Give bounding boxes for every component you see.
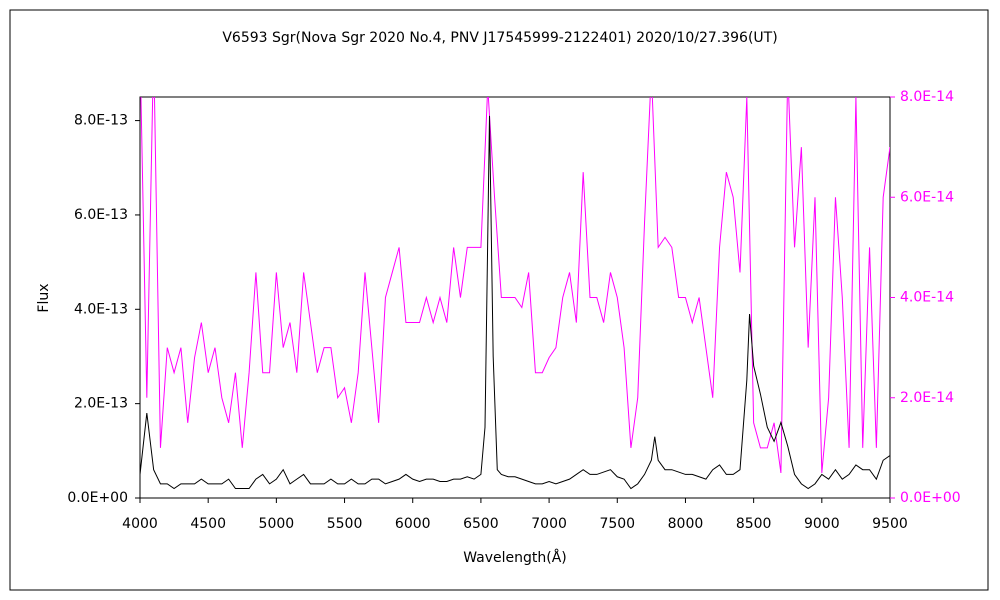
x-tick-label: 6000	[395, 516, 431, 532]
x-tick-label: 5500	[327, 516, 363, 532]
x-tick-label: 4000	[122, 516, 158, 532]
x-tick-label: 5000	[259, 516, 295, 532]
y2-tick-label: 0.0E+00	[900, 490, 961, 506]
chart-title: V6593 Sgr(Nova Sgr 2020 No.4, PNV J17545…	[222, 30, 777, 46]
y-tick-label: 6.0E-13	[74, 207, 128, 223]
x-tick-label: 7000	[531, 516, 567, 532]
y2-tick-label: 2.0E-14	[900, 390, 954, 406]
y-tick-label: 2.0E-13	[74, 396, 128, 412]
frame	[9, 9, 989, 591]
x-axis-label: Wavelength(Å)	[463, 549, 567, 566]
y2-tick-label: 6.0E-14	[900, 189, 954, 205]
x-tick-label: 9000	[804, 516, 840, 532]
y-tick-label: 4.0E-13	[74, 301, 128, 317]
y-tick-label: 0.0E+00	[67, 490, 128, 506]
x-tick-label: 7500	[599, 516, 635, 532]
x-tick-label: 9500	[872, 516, 908, 532]
series-line	[140, 115, 890, 490]
y-tick-label: 8.0E-13	[74, 113, 128, 129]
x-tick-label: 4500	[190, 516, 226, 532]
y2-tick-label: 8.0E-14	[900, 89, 954, 105]
x-tick-label: 8000	[668, 516, 704, 532]
x-tick-label: 6500	[463, 516, 499, 532]
series-line	[140, 97, 890, 474]
y2-tick-label: 4.0E-14	[900, 290, 954, 306]
x-tick-label: 8500	[736, 516, 772, 532]
y-axis-label: Flux	[36, 283, 52, 312]
